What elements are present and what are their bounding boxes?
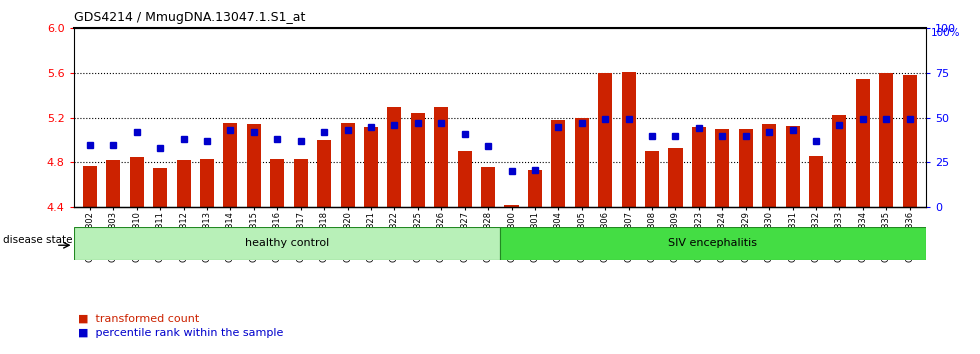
Bar (552, 120, 565, 207)
Bar (153, 168, 168, 207)
Bar (903, 75, 916, 207)
Text: ■  transformed count: ■ transformed count (78, 314, 200, 324)
Bar (176, 160, 191, 207)
Bar (481, 167, 495, 207)
Bar (832, 115, 847, 207)
Bar (364, 127, 378, 207)
Bar (247, 124, 261, 207)
Bar (318, 140, 331, 207)
Bar (856, 79, 870, 207)
Bar (808, 156, 823, 207)
Text: healthy control: healthy control (245, 238, 328, 249)
Bar (692, 127, 706, 207)
Bar (574, 118, 589, 207)
Bar (645, 151, 660, 207)
Bar (83, 166, 97, 207)
Bar (223, 123, 237, 207)
Text: ■  percentile rank within the sample: ■ percentile rank within the sample (78, 328, 284, 338)
Bar (505, 205, 518, 207)
Bar (387, 107, 402, 207)
Bar (598, 73, 612, 207)
Text: 100%: 100% (930, 28, 959, 38)
Text: disease state: disease state (3, 235, 73, 245)
Bar (340, 123, 355, 207)
Bar (458, 151, 471, 207)
Bar (129, 157, 144, 207)
Bar (434, 107, 448, 207)
Bar (528, 170, 542, 207)
Bar (786, 126, 800, 207)
Bar (879, 73, 894, 207)
Bar (715, 129, 729, 207)
Bar (294, 159, 308, 207)
Bar (411, 113, 425, 207)
Bar (106, 160, 121, 207)
Bar (762, 124, 776, 207)
Bar (621, 72, 636, 207)
Text: GDS4214 / MmugDNA.13047.1.S1_at: GDS4214 / MmugDNA.13047.1.S1_at (74, 11, 305, 24)
Text: SIV encephalitis: SIV encephalitis (668, 238, 758, 249)
Bar (270, 159, 284, 207)
Bar (200, 159, 214, 207)
Bar (739, 129, 753, 207)
Bar (74, 227, 500, 260)
Bar (500, 227, 926, 260)
Bar (668, 148, 682, 207)
